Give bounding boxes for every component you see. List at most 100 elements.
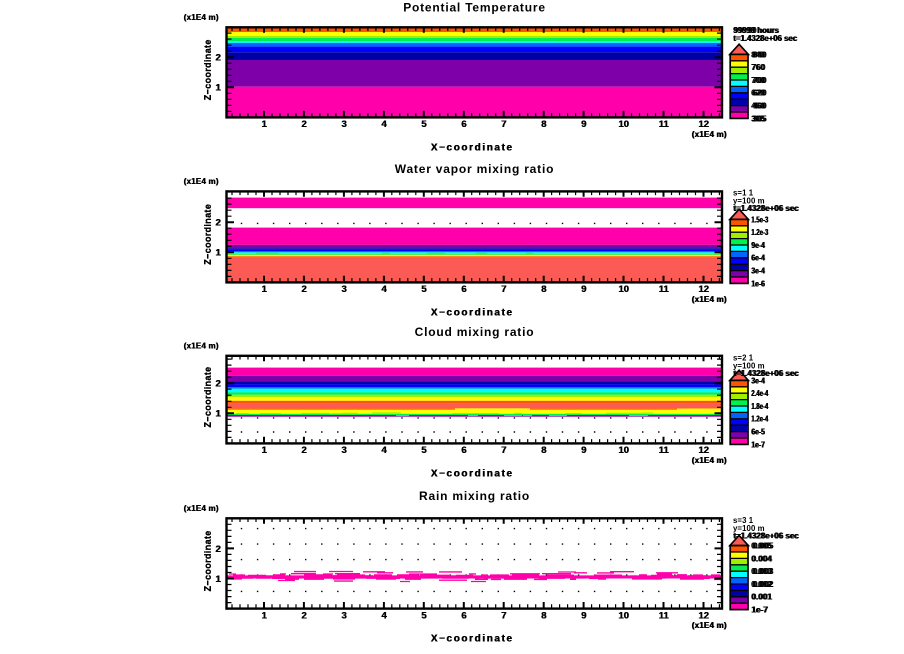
svg-text:840: 840	[751, 50, 765, 59]
svg-text:1.2e-4: 1.2e-4	[751, 415, 769, 424]
svg-text:0.001: 0.001	[751, 593, 772, 602]
svg-text:(x1E4 m): (x1E4 m)	[184, 504, 219, 513]
svg-text:Z−coordinate: Z−coordinate	[203, 530, 213, 591]
svg-text:2: 2	[215, 218, 220, 229]
svg-text:2: 2	[301, 284, 306, 295]
svg-text:(x1E4 m): (x1E4 m)	[692, 130, 727, 139]
svg-text:11: 11	[658, 119, 669, 130]
svg-text:3e-4: 3e-4	[751, 376, 765, 385]
svg-text:1.2e-3: 1.2e-3	[751, 228, 769, 237]
svg-text:0.003: 0.003	[751, 567, 772, 576]
svg-text:t=1.4328e+06 sec: t=1.4328e+06 sec	[733, 34, 797, 43]
svg-text:7: 7	[501, 284, 506, 295]
svg-text:4: 4	[381, 284, 387, 295]
svg-text:s=3 1: s=3 1	[733, 516, 754, 525]
svg-text:9e-4: 9e-4	[751, 241, 765, 250]
svg-text:y=100 m: y=100 m	[733, 196, 765, 205]
svg-text:760: 760	[751, 63, 765, 72]
svg-text:6: 6	[461, 445, 466, 456]
svg-text:7: 7	[501, 610, 506, 621]
svg-text:2: 2	[301, 445, 306, 456]
svg-text:2: 2	[215, 53, 220, 64]
svg-text:1e-7: 1e-7	[751, 606, 768, 615]
svg-text:0.002: 0.002	[751, 580, 772, 589]
svg-text:10: 10	[618, 284, 629, 295]
svg-text:12: 12	[698, 284, 709, 295]
svg-text:(x1E4 m): (x1E4 m)	[184, 177, 219, 186]
svg-text:1: 1	[261, 119, 267, 130]
svg-text:1.5e-3: 1.5e-3	[751, 215, 769, 224]
svg-text:398.00: 398.00	[733, 26, 758, 35]
svg-text:6: 6	[461, 284, 466, 295]
svg-text:s=1 1: s=1 1	[733, 189, 754, 198]
svg-text:5: 5	[421, 284, 427, 295]
svg-text:(x1E4 m): (x1E4 m)	[184, 341, 219, 350]
svg-text:1: 1	[215, 83, 221, 94]
svg-text:6: 6	[461, 610, 466, 621]
svg-text:Cloud mixing ratio: Cloud mixing ratio	[415, 325, 535, 339]
svg-text:1: 1	[261, 445, 267, 456]
svg-text:700: 700	[751, 76, 765, 85]
svg-text:3: 3	[341, 119, 346, 130]
svg-text:(x1E4 m): (x1E4 m)	[184, 13, 219, 22]
svg-text:9: 9	[581, 445, 586, 456]
svg-text:7: 7	[501, 119, 506, 130]
svg-text:99999 hours: 99999 hours	[733, 26, 779, 35]
svg-text:X−coordinate: X−coordinate	[431, 142, 514, 153]
svg-text:11: 11	[658, 284, 669, 295]
svg-text:9: 9	[581, 610, 586, 621]
svg-text:8: 8	[541, 284, 546, 295]
svg-text:X−coordinate: X−coordinate	[431, 307, 514, 318]
svg-text:12: 12	[698, 119, 709, 130]
svg-text:305: 305	[751, 114, 765, 123]
svg-text:Z−coordinate: Z−coordinate	[203, 39, 213, 100]
svg-text:t=1.4328e+06 sec: t=1.4328e+06 sec	[733, 204, 799, 213]
svg-text:5: 5	[421, 610, 427, 621]
svg-text:4: 4	[381, 119, 387, 130]
svg-text:1: 1	[215, 248, 221, 259]
svg-text:Z−coordinate: Z−coordinate	[203, 204, 213, 265]
svg-text:8: 8	[541, 119, 546, 130]
svg-text:2: 2	[301, 610, 306, 621]
svg-text:1: 1	[261, 610, 267, 621]
svg-text:12: 12	[698, 610, 709, 621]
svg-text:2.4e-4: 2.4e-4	[751, 389, 769, 398]
svg-text:11: 11	[658, 610, 669, 621]
svg-text:1e-6: 1e-6	[751, 279, 765, 288]
svg-text:s=2 1: s=2 1	[733, 354, 754, 363]
svg-text:460: 460	[751, 102, 765, 111]
svg-text:10: 10	[618, 119, 629, 130]
svg-text:6: 6	[461, 119, 466, 130]
svg-text:y=100 m: y=100 m	[733, 361, 765, 370]
svg-text:5: 5	[421, 445, 427, 456]
svg-text:8: 8	[541, 445, 546, 456]
svg-text:10: 10	[618, 610, 629, 621]
svg-text:9: 9	[581, 119, 586, 130]
svg-text:3: 3	[341, 445, 346, 456]
svg-text:Potential Temperature: Potential Temperature	[403, 1, 546, 15]
svg-text:t=1.4328e+06 sec: t=1.4328e+06 sec	[733, 369, 799, 378]
svg-text:4: 4	[381, 610, 387, 621]
svg-text:y=100 m: y=100 m	[733, 524, 765, 533]
svg-text:(x1E4 m): (x1E4 m)	[692, 295, 727, 304]
svg-text:11: 11	[658, 445, 669, 456]
svg-text:0.005: 0.005	[751, 542, 772, 551]
svg-text:3e-4: 3e-4	[751, 267, 765, 276]
svg-text:2: 2	[215, 379, 220, 390]
svg-text:X−coordinate: X−coordinate	[431, 468, 514, 479]
svg-text:3: 3	[341, 284, 346, 295]
svg-text:1: 1	[215, 409, 221, 420]
svg-text:0.004: 0.004	[751, 554, 772, 563]
svg-text:2: 2	[301, 119, 306, 130]
svg-text:9: 9	[581, 284, 586, 295]
svg-text:(x1E4 m): (x1E4 m)	[692, 456, 727, 465]
svg-text:5: 5	[421, 119, 427, 130]
svg-text:1.8e-4: 1.8e-4	[751, 402, 769, 411]
svg-text:6e-5: 6e-5	[751, 428, 765, 437]
svg-text:1: 1	[261, 284, 267, 295]
svg-text:t=1.4328e+06 sec: t=1.4328e+06 sec	[733, 532, 799, 541]
svg-text:7: 7	[501, 445, 506, 456]
svg-text:6e-4: 6e-4	[751, 254, 765, 263]
svg-text:Z−coordinate: Z−coordinate	[203, 367, 213, 428]
svg-text:1e-7: 1e-7	[751, 440, 765, 449]
